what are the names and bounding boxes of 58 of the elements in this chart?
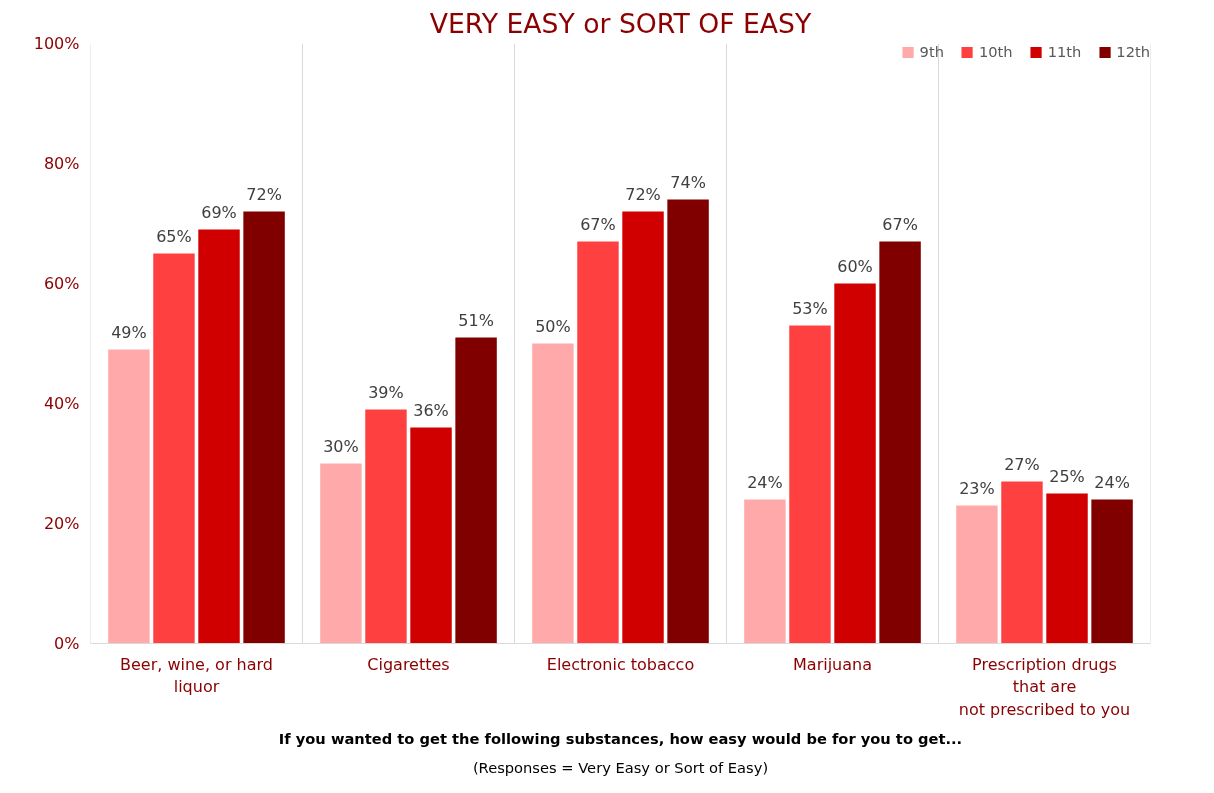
bar (744, 499, 786, 644)
bar (1091, 499, 1133, 644)
data-label: 27% (1004, 454, 1040, 474)
x-tick-label: Prescription drugs that are not prescribed to you (958, 654, 1131, 720)
data-label: 69% (201, 202, 237, 222)
y-tick-label: 100% (33, 34, 80, 53)
data-label: 50% (535, 316, 571, 336)
data-label: 25% (1049, 466, 1085, 486)
bar (410, 427, 452, 644)
data-label: 24% (747, 472, 783, 492)
y-tick-label: 80% (43, 154, 80, 173)
bar (153, 253, 195, 644)
data-label: 30% (323, 436, 359, 456)
x-tick-label: Marijuana (793, 654, 872, 674)
bar (834, 283, 876, 644)
text: (Responses = Very Easy or Sort of Easy) (472, 758, 769, 776)
data-label: 39% (368, 382, 404, 402)
bar (455, 337, 497, 644)
data-label: 23% (959, 478, 995, 498)
bar (198, 229, 240, 644)
data-label: 67% (580, 214, 616, 234)
data-label: 74% (670, 172, 706, 192)
bar (243, 211, 285, 644)
bar (667, 199, 709, 644)
data-label: 49% (111, 322, 147, 342)
data-label: 67% (882, 214, 918, 234)
bar (108, 349, 150, 644)
bar (532, 343, 574, 644)
data-label: 72% (246, 184, 282, 204)
y-tick-label: 60% (43, 274, 80, 293)
legend-label: 10th (978, 43, 1013, 60)
bar (1046, 493, 1088, 644)
bar (879, 241, 921, 644)
x-tick-label: Electronic tobacco (546, 654, 695, 674)
legend-label: 11th (1047, 43, 1082, 60)
text: If you wanted to get the following substances, how easy would be for you to get... (278, 729, 963, 747)
x-tick-label: Beer, wine, or hard liquor (120, 654, 273, 697)
legend-label: 9th (919, 43, 944, 60)
y-tick-label: 0% (54, 634, 80, 653)
y-tick-label: 40% (43, 394, 80, 413)
bar (365, 409, 407, 644)
bar (789, 325, 831, 644)
bar (577, 241, 619, 644)
data-label: 51% (458, 310, 494, 330)
data-label: 60% (837, 256, 873, 276)
bar (956, 505, 998, 644)
bar (622, 211, 664, 644)
x-tick-label: Cigarettes (367, 654, 450, 674)
bar (320, 463, 362, 644)
data-label: 53% (792, 298, 828, 318)
legend-label: 12th (1116, 43, 1150, 60)
data-label: 24% (1094, 472, 1130, 492)
bar (1001, 481, 1043, 644)
chart-title: VERY EASY or SORT OF EASY (429, 7, 812, 39)
y-tick-label: 20% (43, 514, 80, 533)
data-label: 36% (413, 400, 449, 420)
data-label: 65% (156, 226, 192, 246)
data-label: 72% (625, 184, 661, 204)
